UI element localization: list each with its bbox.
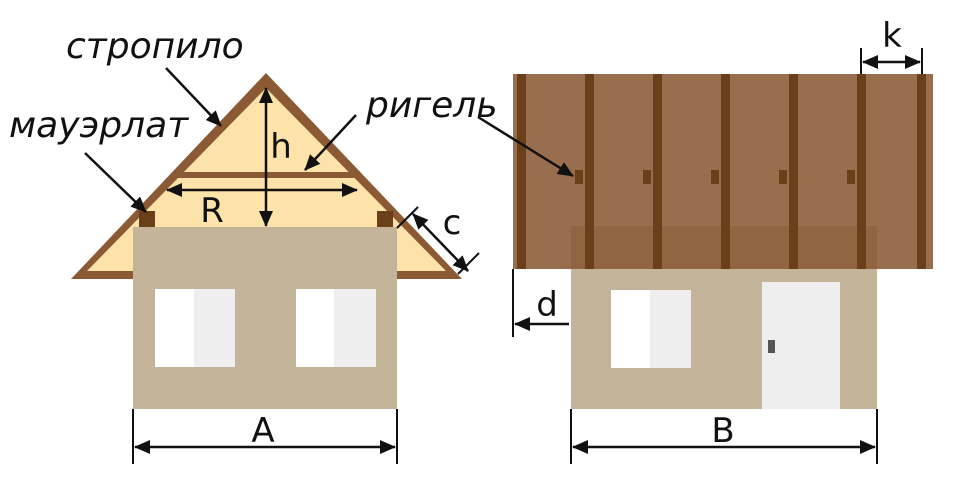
front-window-right xyxy=(296,289,376,367)
crossbar-stubs xyxy=(575,170,855,184)
dimension-c-line xyxy=(412,213,469,272)
dimension-a-label: A xyxy=(251,411,274,451)
dimension-c-label: c xyxy=(443,203,462,243)
wall-plate-callout-label: мауэрлат xyxy=(9,105,189,146)
rafter-callout-arrow xyxy=(165,67,222,127)
front-view: h R c A стропило мауэрлат ригель xyxy=(9,26,498,464)
dimension-b-label: B xyxy=(711,411,734,451)
crossbar-callout-label: ригель xyxy=(365,85,498,126)
crossbar-callout-arrow-left xyxy=(304,114,357,171)
wall-plate-left xyxy=(139,211,155,227)
side-view: k d B xyxy=(477,16,933,464)
dimension-d-label: d xyxy=(536,285,558,325)
door-handle xyxy=(768,340,775,353)
rafter-callout-label: стропило xyxy=(66,26,244,67)
wall-plate-right xyxy=(377,211,393,227)
side-window xyxy=(611,290,691,368)
front-window-left xyxy=(155,289,235,367)
dimension-k-label: k xyxy=(882,16,902,56)
rafters xyxy=(517,74,926,269)
dimension-r-label: R xyxy=(200,191,224,231)
dimension-c-tick-top xyxy=(396,206,419,229)
wall-plate-callout-arrow xyxy=(84,152,147,213)
crossbar-callout-arrow-right xyxy=(477,115,574,178)
dimension-h-label: h xyxy=(270,127,292,167)
